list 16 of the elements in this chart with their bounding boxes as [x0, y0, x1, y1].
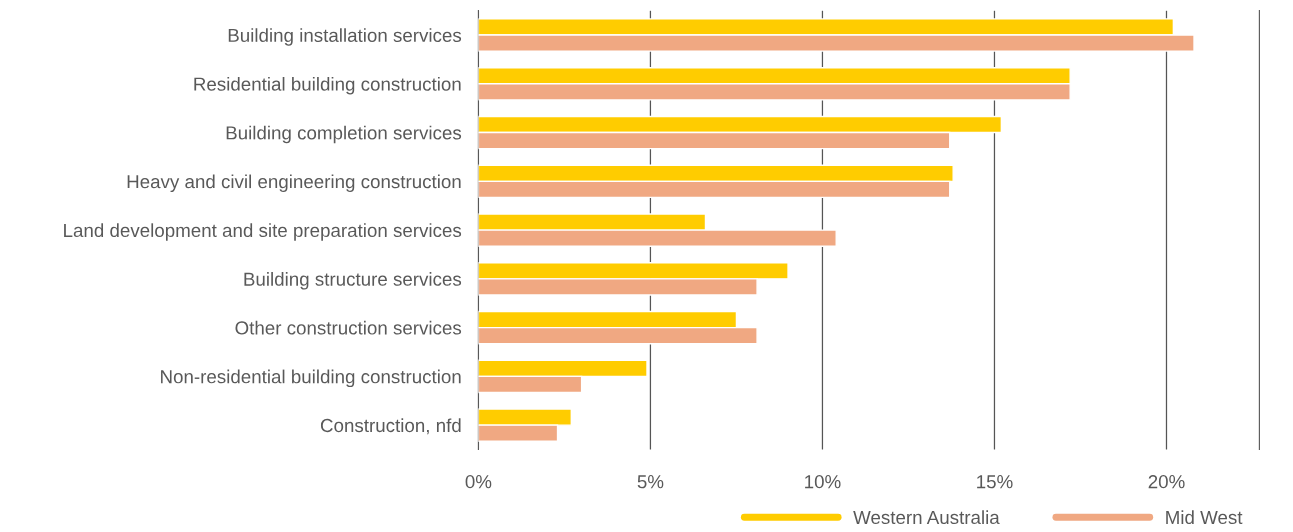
legend-label: Mid West	[1166, 510, 1243, 525]
legend-label: Western Australia	[853, 510, 1000, 525]
y-tick-label: Heavy and civil engineering construction	[127, 174, 461, 193]
y-tick-label: Land development and site preparation services	[64, 223, 462, 241]
x-tick-label: 15%	[977, 475, 1013, 489]
x-tick-label: 0%	[465, 475, 492, 489]
y-tick-label: Construction, nfd	[320, 418, 461, 435]
x-tick-label: 20%	[1148, 475, 1185, 489]
y-tick-label: Non-residential building construction	[161, 369, 461, 388]
y-tick-label: Residential building construction	[194, 77, 461, 95]
y-tick-label: Building completion services	[226, 125, 462, 144]
y-tick-label: Building installation services	[228, 28, 462, 46]
y-tick-label: Other construction services	[235, 320, 462, 335]
x-tick-label: 5%	[637, 475, 664, 489]
y-tick-label: Building structure services	[244, 272, 462, 290]
x-tick-label: 10%	[805, 475, 841, 489]
